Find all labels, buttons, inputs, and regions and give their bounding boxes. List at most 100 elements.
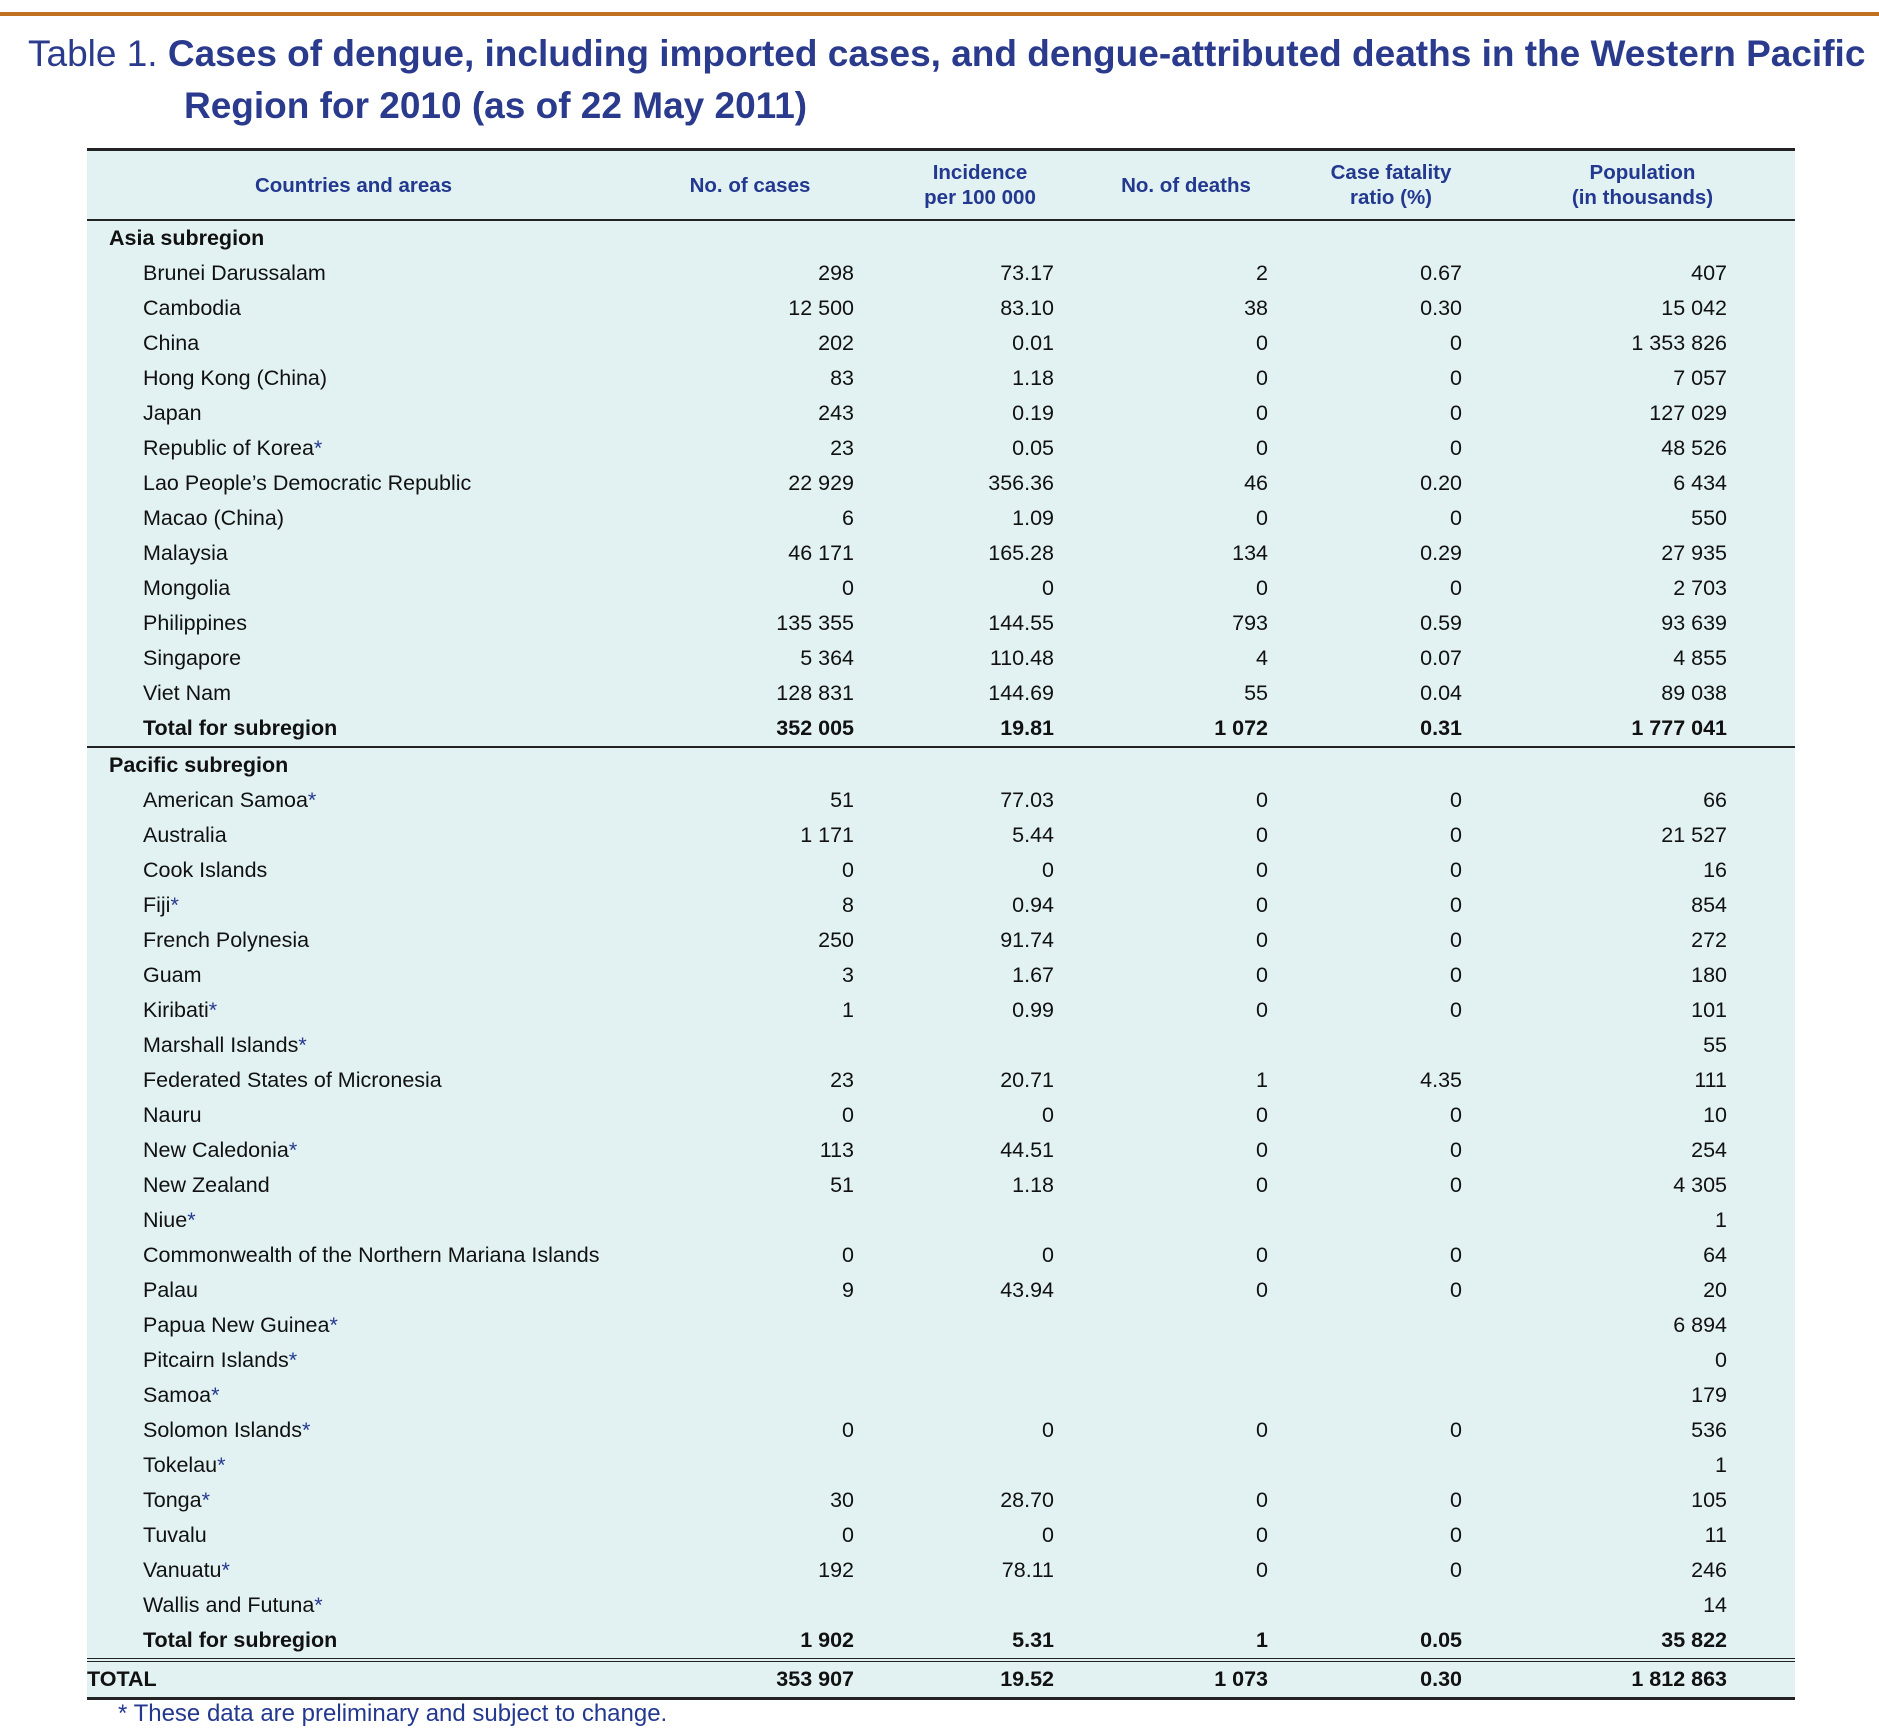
cell-value: 0.19 (1012, 401, 1054, 425)
country-name: Brunei Darussalam (143, 261, 326, 285)
note-mark: * (221, 1558, 230, 1582)
cell: 19.81 (880, 711, 1080, 748)
cell: 0.01 (880, 326, 1080, 361)
cell: 38 (1080, 291, 1292, 326)
cell (1292, 1448, 1490, 1483)
cell: 0 (1292, 326, 1490, 361)
country-name: Philippines (143, 611, 247, 635)
cell: 793 (1080, 606, 1292, 641)
cell: 0 (1292, 571, 1490, 606)
cell (880, 1308, 1080, 1343)
country-name: Republic of Korea (143, 436, 314, 460)
country-name: Tuvalu (143, 1523, 207, 1547)
cell: 111 (1490, 1063, 1795, 1098)
country-name: Kiribati (143, 998, 209, 1022)
cell-value: 4 305 (1673, 1173, 1727, 1197)
cell-value: 0 (842, 858, 854, 882)
cell (1292, 1028, 1490, 1063)
cell: 113 (620, 1133, 880, 1168)
cell-value: 110.48 (989, 646, 1054, 670)
section-title: Asia subregion (109, 226, 265, 250)
cell-value: 0 (1256, 928, 1268, 952)
cell: 23 (620, 1063, 880, 1098)
data-row: Niue* 1 (87, 1203, 1795, 1238)
country-cell: Pitcairn Islands* (87, 1343, 620, 1378)
cell-value: 0 (1256, 998, 1268, 1022)
cell: 110.48 (880, 641, 1080, 676)
country-name: Guam (143, 963, 202, 987)
cell (620, 1203, 880, 1238)
cell-value: 1 073 (1214, 1667, 1268, 1691)
country-name: New Caledonia (143, 1138, 289, 1162)
country-name: Lao People’s Democratic Republic (143, 471, 472, 495)
cell-value: 113 (819, 1138, 854, 1162)
cell-value: 0 (1450, 928, 1462, 952)
note-mark: * (307, 788, 317, 812)
cell: 0 (1292, 501, 1490, 536)
cell (1292, 1343, 1490, 1378)
cell: 0 (620, 1238, 880, 1273)
header-line: Countries and areas (254, 173, 453, 197)
data-row: New Zealand 51 1.18 0 0 4 305 (87, 1168, 1795, 1203)
cell: 165.28 (880, 536, 1080, 571)
country-name: New Zealand (143, 1173, 270, 1197)
cell: 11 (1490, 1518, 1795, 1553)
data-row: Nauru 0 0 0 0 10 (87, 1098, 1795, 1133)
data-row: Fiji* 8 0.94 0 0 854 (87, 888, 1795, 923)
cell (880, 1378, 1080, 1413)
cell: 0 (1080, 1553, 1292, 1588)
subtotal-row: Total for subregion 352 005 19.81 1 072 0.31… (87, 711, 1795, 748)
header-line: Incidence (932, 161, 1028, 184)
cell-value: 0 (1256, 436, 1268, 460)
country-cell: Viet Nam (87, 676, 620, 711)
cell-value: 1.67 (1012, 963, 1054, 987)
title-wrap: Table 1. Cases of dengue, including impo… (14, 28, 1874, 132)
data-row: Australia 1 171 5.44 0 0 21 527 (87, 818, 1795, 853)
cell-value: 19.52 (1000, 1667, 1054, 1691)
header-line: (in thousands) (1571, 186, 1714, 209)
country-cell: Federated States of Micronesia (87, 1063, 620, 1098)
note-mark: * (288, 1138, 298, 1162)
cell-value: 9 (842, 1278, 854, 1302)
cell: 0 (1080, 1413, 1292, 1448)
cell-value: 0 (1450, 893, 1462, 917)
cell: 14 (1490, 1588, 1795, 1623)
cell: 0 (1080, 1483, 1292, 1518)
cell: 44.51 (880, 1133, 1080, 1168)
cell-value: 0 (842, 1418, 854, 1442)
cell: 16 (1490, 853, 1795, 888)
cell: 21 527 (1490, 818, 1795, 853)
cell-value: 0 (1450, 1278, 1462, 1302)
country-name: Pitcairn Islands (143, 1348, 289, 1372)
cell-value: 3 (842, 963, 854, 987)
data-row: Cook Islands 0 0 0 0 16 (87, 853, 1795, 888)
cell-value: 128 831 (776, 681, 854, 705)
country-name: Solomon Islands (143, 1418, 302, 1442)
cell-value: 0 (1256, 893, 1268, 917)
cell: 128 831 (620, 676, 880, 711)
cell: 5.44 (880, 818, 1080, 853)
cell: 4 305 (1490, 1168, 1795, 1203)
cell: 8 (620, 888, 880, 923)
cell: 2 703 (1490, 571, 1795, 606)
cell: 9 (620, 1273, 880, 1308)
country-name: Hong Kong (China) (143, 366, 328, 390)
header-line: No. of cases (689, 173, 811, 197)
cell-value: 254 (1691, 1138, 1727, 1162)
cell: 0 (1080, 958, 1292, 993)
cell: 0 (880, 853, 1080, 888)
note-mark: * (313, 436, 323, 460)
data-row: Philippines 135 355 144.55 793 0.59 93 639 (87, 606, 1795, 641)
cell: 89 038 (1490, 676, 1795, 711)
cell: 0 (1292, 993, 1490, 1028)
cell-value: 48 526 (1661, 436, 1727, 460)
cell: 134 (1080, 536, 1292, 571)
cell: 46 (1080, 466, 1292, 501)
cell-value: 1 (1256, 1068, 1268, 1092)
cell: 0 (1292, 1098, 1490, 1133)
cell-value: 55 (1244, 681, 1268, 705)
column-header: Countries and areas (87, 148, 620, 221)
country-name: Commonwealth of the Northern Mariana Isl… (143, 1243, 600, 1267)
cell: 6 434 (1490, 466, 1795, 501)
cell-value: 243 (818, 401, 854, 425)
